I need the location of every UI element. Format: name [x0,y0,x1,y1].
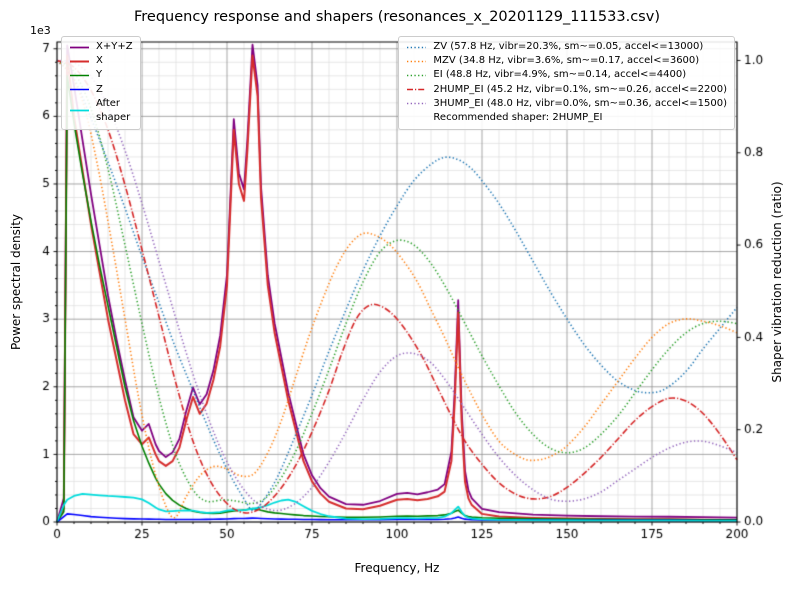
legend-item-z: Z [69,83,133,97]
legend-label-ei: EI (48.8 Hz, vibr=4.9%, sm~=0.14, accel<… [433,69,687,81]
legend-item-x: X [69,54,133,68]
legend-label-z: Z [96,83,103,95]
legend-psd: X+Y+Z X Y Z After shaper [61,36,141,131]
x-axis-label: Frequency, Hz [354,561,440,575]
recommended-shaper-text: Recommended shaper: 2HUMP_EI [406,111,727,125]
legend-item-zv: ZV (57.8 Hz, vibr=20.3%, sm~=0.05, accel… [406,40,727,54]
legend-label-xyz: X+Y+Z [96,41,133,52]
legend-shapers: ZV (57.8 Hz, vibr=20.3%, sm~=0.05, accel… [398,36,735,131]
legend-line-sample-z [70,88,89,91]
legend-item-y: Y [69,68,133,82]
legend-item-ei: EI (48.8 Hz, vibr=4.9%, sm~=0.14, accel<… [406,68,727,82]
y-axis-label-left: Power spectral density [9,213,23,351]
legend-label-x: X [96,55,103,67]
legend-label-2hump_ei: 2HUMP_EI (45.2 Hz, vibr=0.1%, sm~=0.26, … [433,83,727,95]
legend-line-sample-x [70,60,89,63]
legend-item-2hump_ei: 2HUMP_EI (45.2 Hz, vibr=0.1%, sm~=0.26, … [406,83,727,97]
y-axis-label-right: Shaper vibration reduction (ratio) [770,181,784,383]
y-axis-offset-text: 1e3 [30,24,51,37]
legend-line-sample-zv [407,46,427,48]
legend-line-sample-3hump_ei [407,103,427,105]
legend-line-sample-2hump_ei [407,88,427,91]
recommended-shaper-label: Recommended shaper: 2HUMP_EI [433,111,603,123]
legend-line-sample-after_shaper [70,110,89,112]
legend-item-3hump_ei: 3HUMP_EI (48.0 Hz, vibr=0.0%, sm~=0.36, … [406,97,727,111]
legend-label-y: Y [96,69,103,81]
legend-label-3hump_ei: 3HUMP_EI (48.0 Hz, vibr=0.0%, sm~=0.36, … [433,97,727,109]
legend-item-mzv: MZV (34.8 Hz, vibr=3.6%, sm~=0.17, accel… [406,54,727,68]
chart-title: Frequency response and shapers (resonanc… [134,9,660,25]
legend-label-zv: ZV (57.8 Hz, vibr=20.3%, sm~=0.05, accel… [433,41,704,52]
legend-line-sample-y [70,74,89,77]
legend-item-xyz: X+Y+Z [69,40,133,54]
legend-line-sample-xyz [70,46,89,48]
legend-line-sample-ei [407,74,427,77]
legend-label-mzv: MZV (34.8 Hz, vibr=3.6%, sm~=0.17, accel… [433,55,700,67]
legend-blank-sample [406,113,427,124]
legend-label-after_shaper: After shaper [96,97,131,123]
legend-item-after_shaper: After shaper [69,97,133,125]
legend-line-sample-mzv [407,60,427,63]
